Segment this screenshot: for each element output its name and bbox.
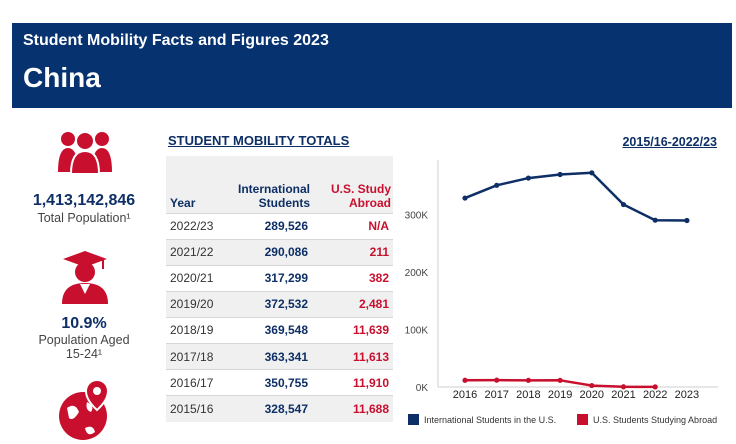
year-cell: 2016/17 <box>166 369 226 396</box>
people-icon <box>58 131 112 174</box>
y-tick-label: 300K <box>405 211 429 222</box>
series-line-international <box>464 171 687 222</box>
table-row: 2022/23 289,526 N/A <box>166 212 393 240</box>
x-tick-label: 2022 <box>643 389 667 398</box>
table-header-row: Year International Students U.S. Study A… <box>166 156 393 213</box>
intl-cell: 328,547 <box>226 395 312 422</box>
year-cell: 2017/18 <box>166 342 226 370</box>
abroad-cell: 11,910 <box>312 369 393 396</box>
abroad-header-line2: Abroad <box>349 195 391 210</box>
legend-swatch-international <box>408 414 419 425</box>
intl-header-line1: International <box>237 181 310 196</box>
intl-cell: 290,086 <box>226 238 312 266</box>
data-point-international <box>652 217 658 223</box>
data-point-international <box>557 171 563 178</box>
year-column-header: Year <box>166 156 226 213</box>
data-point-international <box>620 201 627 208</box>
x-tick-label: 2023 <box>675 389 699 398</box>
intl-header-line2: Students <box>258 195 310 210</box>
intl-cell: 350,755 <box>226 369 312 396</box>
year-cell: 2015/16 <box>166 395 226 422</box>
abroad-cell: N/A <box>312 212 393 240</box>
legend-item-international: International Students in the U.S. <box>408 414 556 425</box>
data-point-abroad <box>525 377 531 383</box>
data-point-international <box>494 182 500 188</box>
abroad-cell: 211 <box>312 238 393 266</box>
abroad-cell: 382 <box>312 264 393 292</box>
data-point-abroad <box>620 384 627 390</box>
abroad-cell: 11,688 <box>312 395 393 422</box>
study-abroad-column-header: U.S. Study Abroad <box>312 156 393 213</box>
table-row: 2017/18 363,341 11,613 <box>166 342 393 370</box>
data-point-abroad <box>652 384 658 390</box>
data-point-international <box>462 195 468 201</box>
intl-cell: 369,548 <box>226 316 312 344</box>
y-tick-label: 100K <box>405 326 429 337</box>
x-tick-label: 2016 <box>453 389 477 398</box>
total-population-label: Total Population¹ <box>37 211 131 225</box>
abroad-header-line1: U.S. Study <box>330 181 391 196</box>
x-tick-label: 2018 <box>516 389 540 398</box>
globe-location-icon <box>59 378 110 440</box>
y-tick-label: 0K <box>416 383 429 394</box>
population-aged-value: 10.9% <box>61 315 107 332</box>
intl-students-column-header: International Students <box>226 156 312 213</box>
year-cell: 2020/21 <box>166 264 226 292</box>
data-point-international <box>589 170 595 176</box>
legend-item-abroad: U.S. Students Studying Abroad <box>577 414 717 425</box>
intl-cell: 317,299 <box>226 264 312 292</box>
data-point-abroad <box>462 377 468 383</box>
data-point-abroad <box>589 382 595 389</box>
abroad-cell: 11,639 <box>312 316 393 344</box>
legend-swatch-abroad <box>577 414 588 425</box>
data-point-abroad <box>557 377 563 383</box>
section-title: STUDENT MOBILITY TOTALS <box>168 133 350 148</box>
abroad-cell: 2,481 <box>312 290 393 318</box>
abroad-cell: 11,613 <box>312 342 393 370</box>
year-cell: 2021/22 <box>166 238 226 266</box>
x-tick-label: 2020 <box>580 389 604 398</box>
graduate-icon <box>62 251 108 304</box>
mobility-line-chart: 0K 100K 200K 300K 2016 2017 2018 2019 2020 2021 20… <box>405 160 718 398</box>
data-point-international <box>525 175 531 181</box>
population-aged-label-2: 15-24¹ <box>65 347 103 361</box>
intl-cell: 372,532 <box>226 290 312 318</box>
year-cell: 2022/23 <box>166 212 226 240</box>
legend-label-abroad: U.S. Students Studying Abroad <box>593 414 718 425</box>
intl-cell: 363,341 <box>226 342 312 370</box>
y-tick-label: 200K <box>405 268 429 279</box>
x-tick-label: 2017 <box>484 389 508 398</box>
total-population-value: 1,413,142,846 <box>32 192 136 209</box>
header-subtitle: Student Mobility Facts and Figures 2023 <box>23 32 329 49</box>
table-row: 2021/22 290,086 211 <box>166 238 393 266</box>
table-row: 2016/17 350,755 11,910 <box>166 369 393 396</box>
chart-range-title: 2015/16-2022/23 <box>622 135 717 149</box>
intl-cell: 289,526 <box>226 212 312 240</box>
data-point-international <box>684 217 690 224</box>
legend-label-international: International Students in the U.S. <box>424 414 557 425</box>
data-point-abroad <box>494 377 500 383</box>
page-header: Student Mobility Facts and Figures 2023 … <box>12 23 732 108</box>
table-row: 2019/20 372,532 2,481 <box>166 290 393 318</box>
table-row: 2018/19 369,548 11,639 <box>166 316 393 344</box>
page-title: China <box>23 62 101 93</box>
year-cell: 2018/19 <box>166 316 226 344</box>
mobility-table: Year International Students U.S. Study A… <box>166 156 393 422</box>
table-row: 2015/16 328,547 11,688 <box>166 395 393 422</box>
x-tick-label: 2021 <box>611 389 635 398</box>
population-aged-label-1: Population Aged <box>38 333 130 347</box>
year-cell: 2019/20 <box>166 290 226 318</box>
table-row: 2020/21 317,299 382 <box>166 264 393 292</box>
x-tick-label: 2019 <box>548 389 572 398</box>
